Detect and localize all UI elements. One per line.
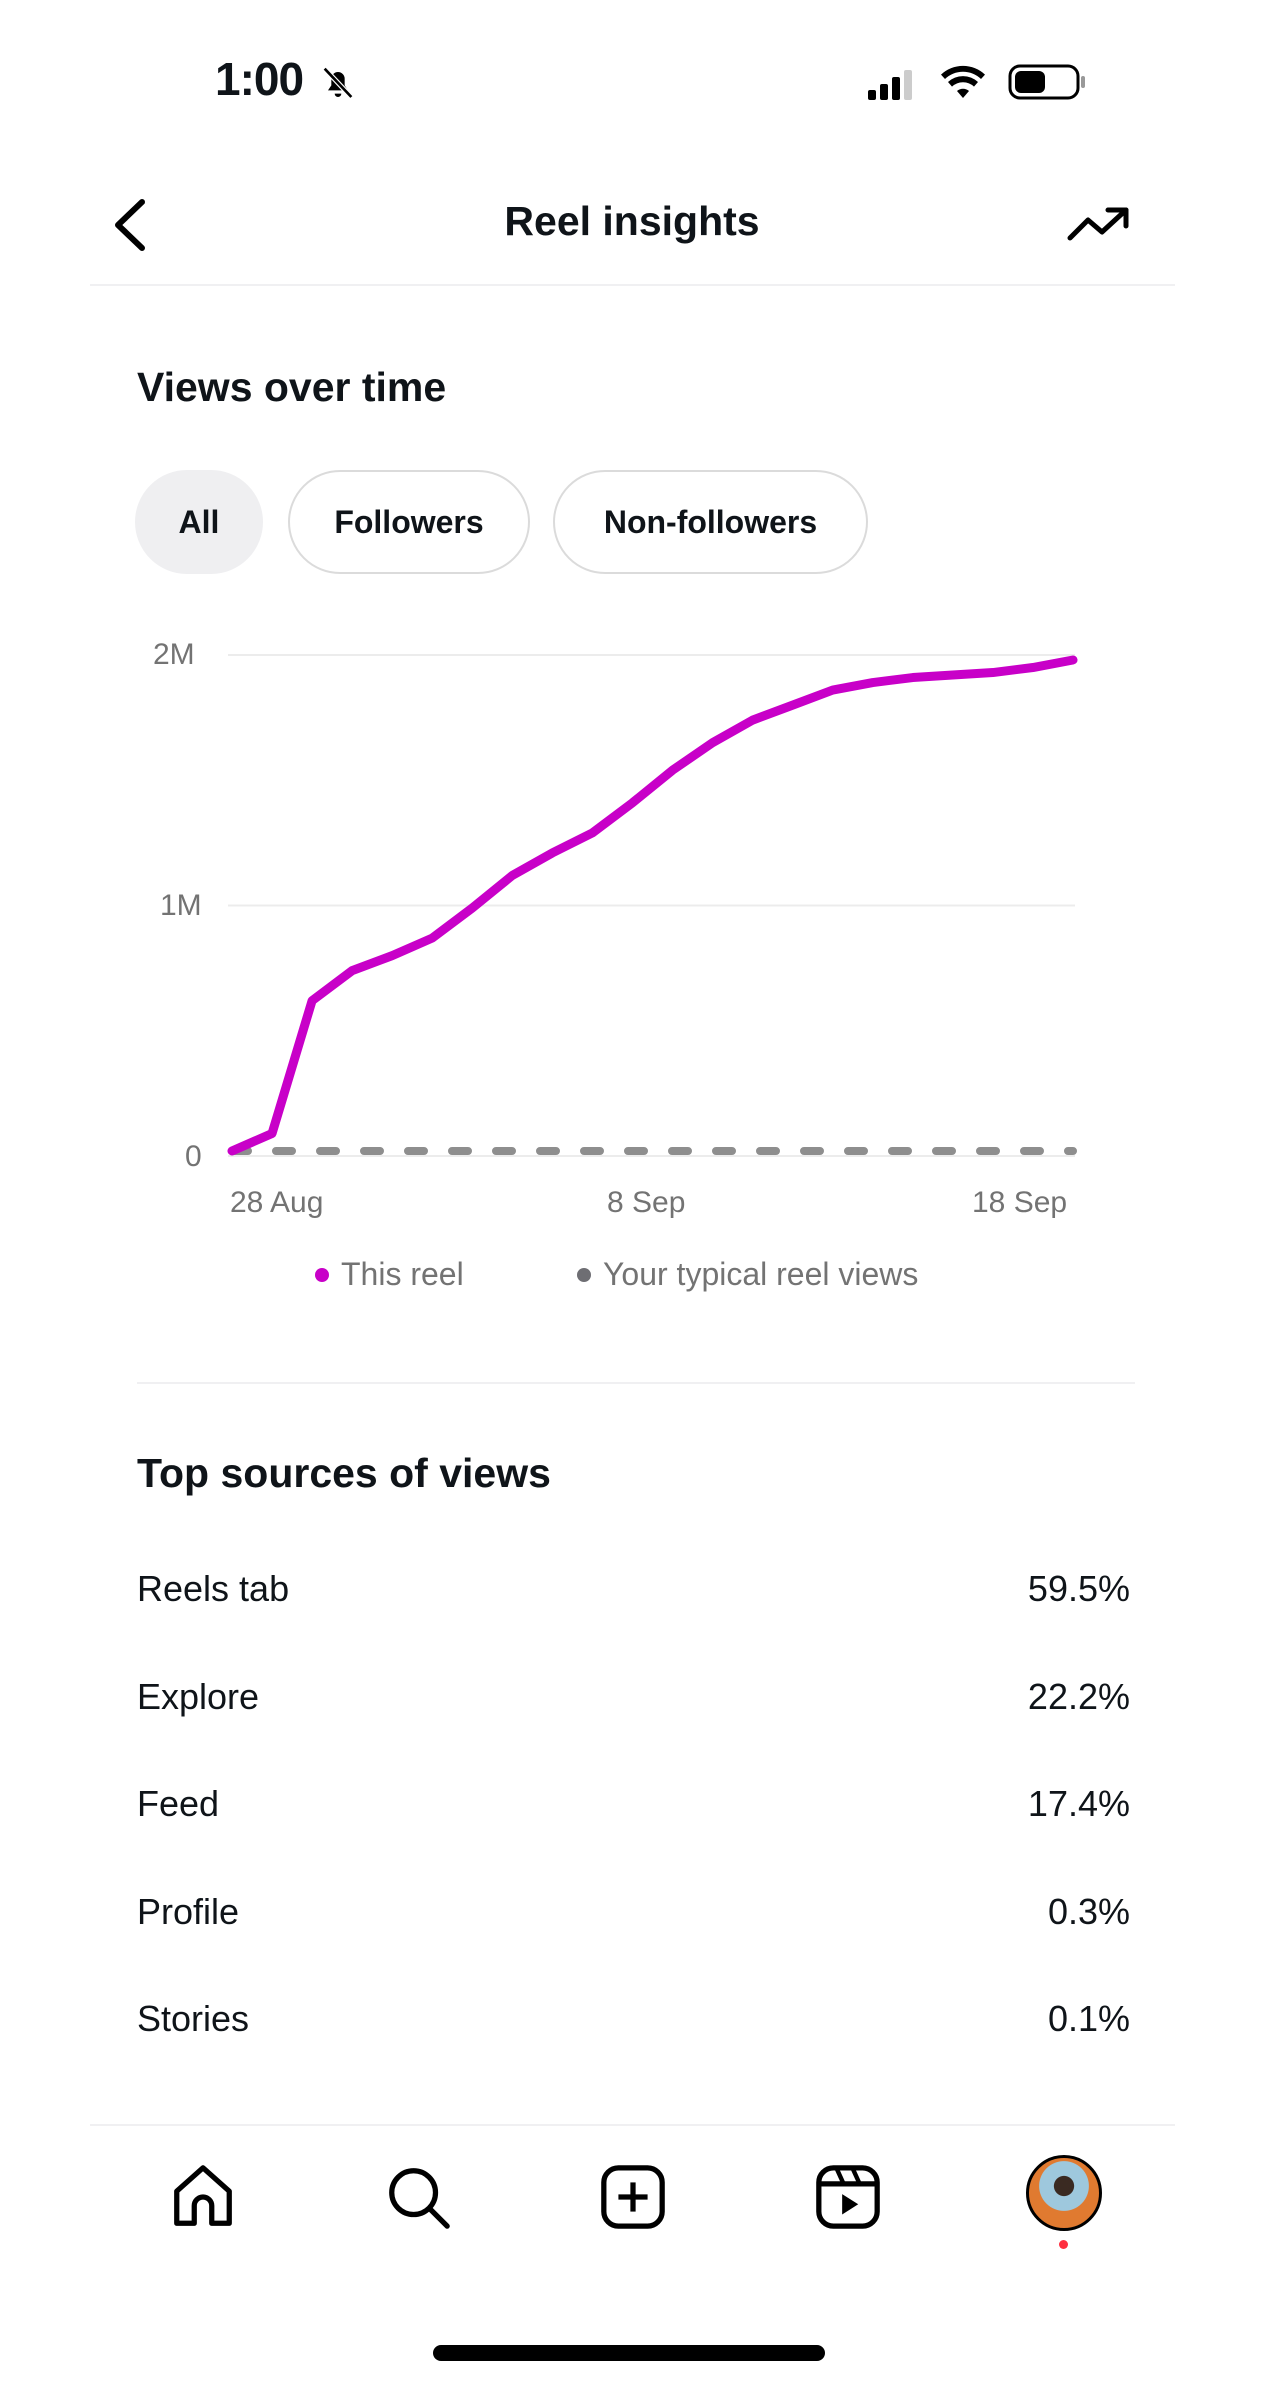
profile-avatar[interactable] [1026,2155,1102,2231]
wifi-icon [941,65,985,98]
source-row: Feed 17.4% [137,1783,1130,1825]
source-value: 22.2% [1027,1675,1130,1717]
nav-divider [90,2124,1175,2126]
status-time: 1:00 [215,53,304,105]
source-label: Feed [137,1783,220,1824]
y-tick-1m: 1M [160,889,202,922]
x-tick-18-sep: 18 Sep [972,1186,1068,1219]
x-tick-28-aug: 28 Aug [230,1186,324,1219]
source-row: Stories 0.1% [137,1998,1130,2040]
source-value: 59.5% [1027,1568,1130,1609]
reels-icon[interactable] [813,2162,883,2232]
source-label: Reels tab [137,1568,290,1609]
cellular-signal-icon [868,70,912,100]
create-icon[interactable] [598,2162,668,2232]
sources-section-title: Top sources of views [137,1450,551,1496]
source-row: Reels tab 59.5% [137,1568,1130,1610]
section-divider [137,1382,1135,1384]
source-row: Profile 0.3% [137,1891,1130,1933]
views-chart [227,654,1078,1157]
legend-label: Your typical reel views [603,1256,919,1292]
legend-this-reel: This reel [315,1256,464,1293]
home-indicator [433,2345,825,2361]
legend-typical: Your typical reel views [577,1256,918,1293]
y-tick-0: 0 [185,1140,202,1173]
source-row: Explore 22.2% [137,1676,1130,1718]
home-icon[interactable] [168,2162,238,2232]
views-section-title: Views over time [137,364,447,410]
legend-dot [315,1267,329,1282]
x-tick-8-sep: 8 Sep [607,1186,686,1219]
source-label: Explore [137,1675,260,1717]
trending-up-icon[interactable] [1066,204,1132,244]
search-icon[interactable] [383,2162,453,2232]
source-label: Stories [137,1998,250,2039]
filter-all[interactable]: All [135,470,263,574]
source-value: 0.1% [1047,1998,1130,2039]
filter-followers[interactable]: Followers [288,470,530,574]
filter-non-followers[interactable]: Non-followers [553,470,868,574]
legend-label: This reel [341,1256,464,1292]
source-label: Profile [137,1890,240,1932]
battery-icon [1008,64,1085,100]
back-button[interactable] [108,196,152,254]
y-tick-2m: 2M [153,638,195,671]
source-value: 0.3% [1047,1890,1130,1932]
header-divider [90,284,1175,286]
legend-dot [577,1267,591,1282]
source-value: 17.4% [1027,1783,1130,1824]
this-reel-line [227,655,1078,1156]
page-title: Reel insights [504,198,760,244]
bell-slash-icon [322,66,354,99]
notification-dot [1059,2240,1068,2249]
